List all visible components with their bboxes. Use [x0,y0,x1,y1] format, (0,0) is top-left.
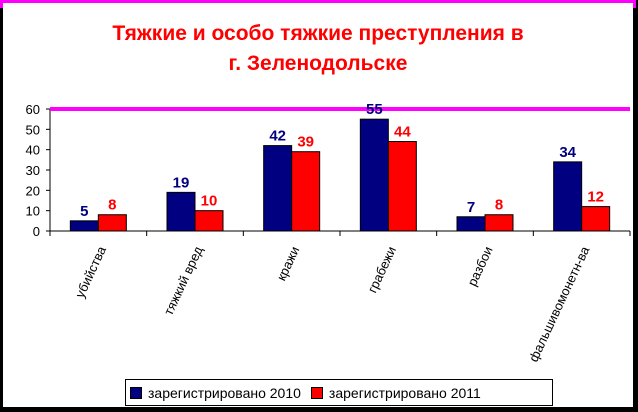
bar-2010 [359,118,389,232]
legend-label-2011: зарегистрировано 2011 [328,384,481,401]
data-label: 39 [297,134,314,151]
y-tick-label: 0 [33,224,40,239]
data-label: 19 [173,174,190,191]
data-label: 12 [587,189,604,206]
bar-2011 [484,214,514,232]
bar-2011 [581,206,611,232]
y-tick-label: 30 [26,163,40,178]
legend-swatch-2010 [130,386,142,399]
chart-title: Тяжкие и особо тяжкие преступления в г. … [3,19,633,79]
data-label: 8 [495,197,503,214]
data-label: 10 [201,193,218,210]
category-label: разбои [464,244,495,288]
chart-title-line-2: г. Зеленодольске [228,52,408,75]
category-label: тяжкий вред [161,244,206,318]
bar-2010 [69,220,99,232]
category-label: фальшивомонетн-ва [526,243,593,364]
bar-2011 [97,214,127,232]
category-label: кражи [274,244,303,283]
bar-2010 [263,145,293,232]
legend-item-2010: зарегистрировано 2010 [130,385,301,401]
bar-2011 [387,141,417,232]
y-tick-label: 40 [26,143,40,158]
data-label: 44 [394,124,411,141]
category-label: убийства [72,243,109,300]
legend: зарегистрировано 2010 зарегистрировано 2… [125,379,553,406]
category-label: грабежи [365,244,400,295]
data-label: 55 [366,101,383,118]
bar-2010 [456,216,486,232]
y-tick-label: 50 [26,122,40,137]
y-tick-label: 10 [26,204,40,219]
chart-title-line-1: Тяжкие и особо тяжкие преступления в [112,22,524,45]
data-label: 8 [108,197,116,214]
bar-2011 [194,210,224,232]
data-label: 34 [559,144,576,161]
y-tick-label: 60 [26,102,40,117]
data-label: 5 [80,203,88,220]
legend-label-2010: зарегистрировано 2010 [148,384,301,401]
legend-item-2011: зарегистрировано 2011 [310,384,481,401]
bar-2010 [553,161,583,232]
y-tick-label: 20 [26,183,40,198]
bar-2010 [166,191,196,232]
data-label: 7 [467,199,475,216]
legend-swatch-2011 [310,386,323,399]
data-label: 42 [269,128,286,145]
bar-2011 [291,151,321,232]
